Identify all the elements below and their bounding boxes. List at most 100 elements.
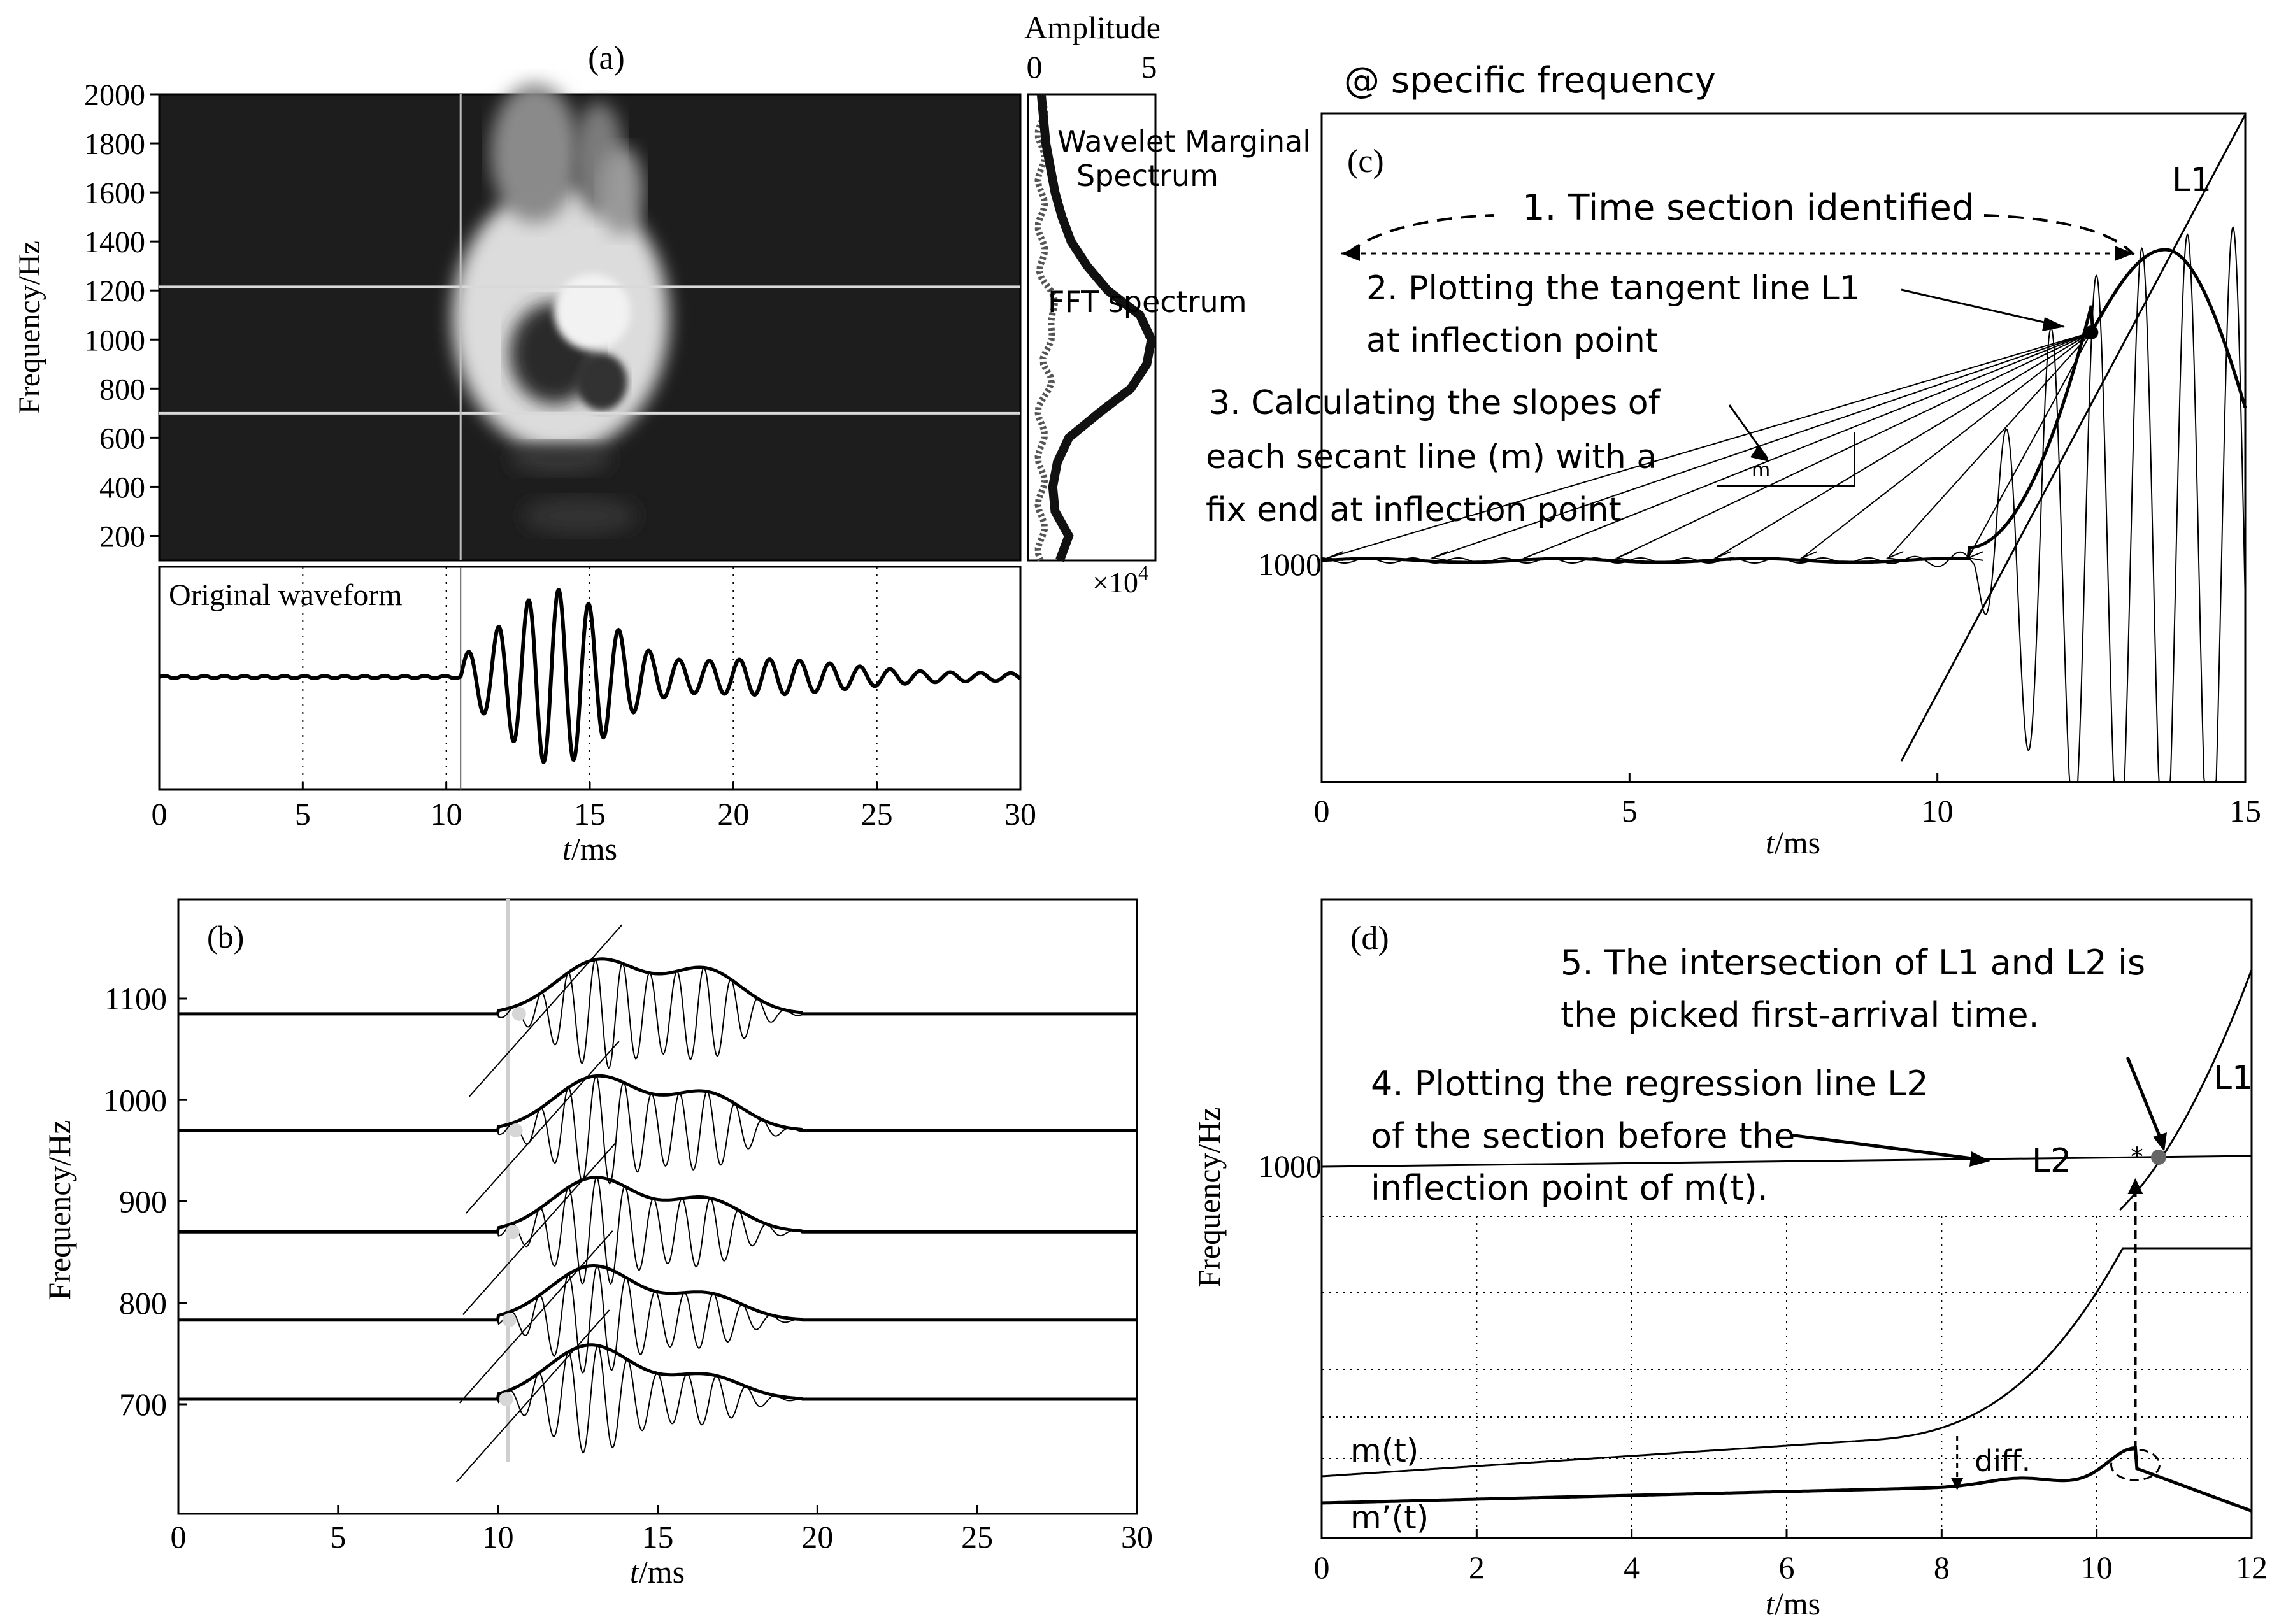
tangent-line: [469, 924, 623, 1097]
x-tick-label: 6: [1779, 1549, 1795, 1585]
arrowhead: [2127, 1178, 2143, 1194]
x-tick-label: 15: [642, 1519, 674, 1555]
x-tick-label: 10: [431, 796, 462, 832]
x-tick-label: 12: [2236, 1549, 2268, 1585]
y-tick-label: 1200: [84, 274, 145, 308]
wavelet-label-line2: Spectrum: [1076, 159, 1218, 193]
marginal-title: Amplitude: [1024, 10, 1161, 45]
trace-envelope: [178, 1074, 1136, 1132]
peak-ellipse: [2110, 1448, 2161, 1481]
panel-d-ytick: 1000: [1258, 1148, 1322, 1184]
tangent-L1: [2119, 969, 2253, 1211]
arrowhead: [1950, 1478, 1964, 1490]
x-tick-label: 10: [1922, 793, 1954, 829]
x-tick-label: 25: [861, 796, 893, 832]
panel-d-L1-label: L1: [2213, 1059, 2253, 1097]
x-tick-label: 8: [1934, 1549, 1950, 1585]
scalogram-energy: [452, 83, 669, 535]
annotation-2b: at inflection point: [1366, 322, 1658, 360]
x-tick-label: 0: [1314, 793, 1330, 829]
secant-arrowhead: [1713, 551, 1732, 561]
x-tick-label: 10: [482, 1519, 514, 1555]
annotation-5b: the picked first-arrival time.: [1561, 995, 2040, 1035]
x-tick-label: 5: [330, 1519, 346, 1555]
inflection-point: [2084, 325, 2099, 339]
annotation-4c: inflection point of m(t).: [1371, 1168, 1768, 1208]
panel-d-x-axis: 0 2 4 6 8 10 12: [1314, 1529, 2268, 1585]
annotation-3b: each secant line (m) with a: [1206, 438, 1657, 476]
annotation-3c: fix end at inflection point: [1206, 491, 1622, 529]
m-label: m(t): [1350, 1432, 1418, 1469]
y-tick-label: 400: [99, 471, 145, 504]
panel-c-plot: [1321, 114, 2247, 783]
arrowhead: [2153, 1132, 2167, 1151]
annotation-5-arrow: [2125, 1057, 2164, 1144]
x-tick-label: 5: [1622, 793, 1638, 829]
x-tick-label: 2: [1469, 1549, 1485, 1585]
panel-b: (b) 700 800 900 1000 1100 0 5 10 15 20 25 30 Frequ…: [41, 898, 1153, 1590]
panel-d-title: (d): [1350, 920, 1389, 957]
annotation-2-arrow: [1901, 288, 2064, 328]
marginal-scale: ×104: [1092, 561, 1148, 599]
panel-a-y-axis: 200 400 600 800 1000 1200 1400 1600 1800 2000: [84, 78, 159, 553]
x-tick-label: 20: [717, 796, 749, 832]
y-tick-label: 1100: [104, 981, 167, 1016]
scalogram-guides: [159, 94, 1020, 560]
x-tick-label: 30: [1004, 796, 1036, 832]
pick-dot: [499, 1392, 513, 1407]
x-tick-label: 25: [961, 1519, 993, 1555]
panel-a-x-axis: 0 5 10 15 20 25 30: [152, 782, 1036, 832]
section-arc-left: [1346, 214, 1494, 255]
y-tick-label: 900: [119, 1184, 167, 1220]
y-tick-label: 600: [99, 422, 145, 455]
trace-envelope: [178, 1264, 1136, 1322]
secant-line: [1715, 332, 2092, 559]
x-tick-label: 20: [801, 1519, 833, 1555]
annotation-5a: 5. The intersection of L1 and L2 is: [1561, 943, 2145, 983]
pick-dot: [505, 1225, 520, 1239]
wavelet-label-line1: Wavelet Marginal: [1057, 124, 1311, 159]
panel-b-traces: [178, 924, 1136, 1483]
m-prime-label: m’(t): [1350, 1499, 1429, 1536]
y-tick-label: 2000: [84, 78, 145, 112]
panel-b-title: (b): [207, 919, 244, 955]
annotation-4b: of the section before the: [1371, 1116, 1795, 1156]
x-tick-label: 10: [2081, 1549, 2113, 1585]
secant-line: [1968, 332, 2092, 559]
panel-c-ytick: 1000: [1258, 546, 1322, 582]
m-prime-curve: [1321, 1446, 2252, 1513]
x-tick-label: 0: [171, 1519, 187, 1555]
panel-d-frame: [1320, 898, 2253, 1539]
y-tick-label: 1800: [84, 127, 145, 161]
section-arc-right: [1983, 214, 2135, 256]
picked-arrival-point: [2151, 1150, 2166, 1165]
y-tick-label: 700: [119, 1386, 167, 1422]
secant-slope-label: m: [1752, 459, 1770, 481]
secant-line: [1327, 332, 2092, 559]
panel-b-y-axis: 700 800 900 1000 1100: [103, 981, 187, 1422]
secant-line: [1432, 332, 2092, 559]
panel-a-ylabel: Frequency/Hz: [13, 241, 46, 414]
panel-b-frame: [177, 898, 1138, 1515]
panel-c: @ specific frequency (c) 0 5 10 15 1000 t/m…: [1206, 60, 2261, 860]
waveform-trace: [158, 588, 1022, 764]
secant-arrowhead: [1966, 551, 1984, 561]
pick-dot: [511, 1006, 526, 1021]
panel-b-ylabel: Frequency/Hz: [41, 1120, 77, 1300]
secant-line: [1887, 332, 2092, 559]
trace-envelope: [178, 957, 1136, 1016]
annotation-4a: 4. Plotting the regression line L2: [1371, 1064, 1929, 1104]
pick-dot: [508, 1123, 523, 1138]
panel-a-xlabel: t/ms: [562, 831, 617, 867]
x-tick-label: 15: [2229, 793, 2261, 829]
tangent-line: [462, 1142, 617, 1315]
marginal-x-tick-label: 5: [1141, 49, 1157, 85]
panel-a-title: (a): [588, 40, 625, 76]
secant-line: [1801, 332, 2092, 559]
panel-b-xlabel: t/ms: [630, 1554, 685, 1590]
x-tick-label: 0: [152, 796, 168, 832]
envelope-curve: [1321, 248, 2247, 564]
secant-line: [1524, 332, 2092, 559]
